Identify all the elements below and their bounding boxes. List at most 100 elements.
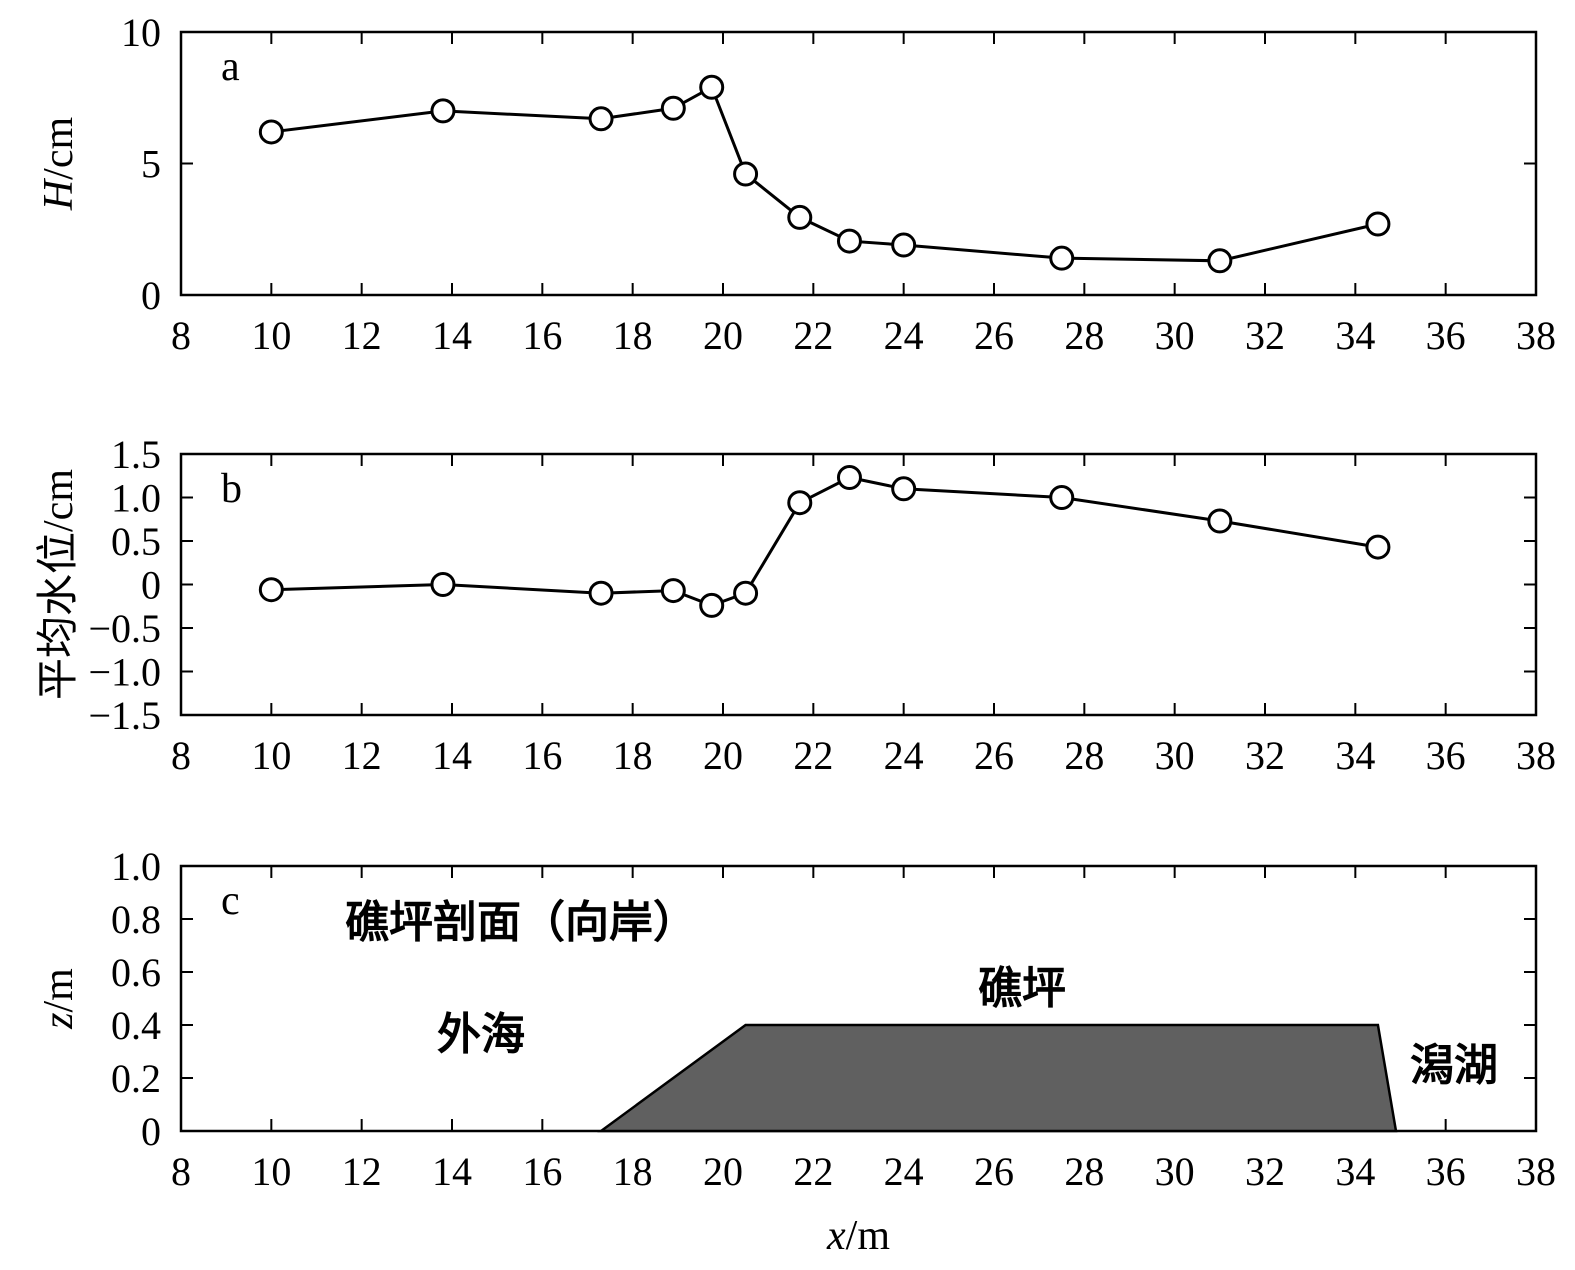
x-tick-label: 30: [1155, 313, 1195, 358]
data-point: [1365, 534, 1391, 560]
y-tick-label: 5: [141, 142, 161, 187]
y-tick-label: 0.2: [111, 1056, 161, 1101]
x-tick-label: 32: [1245, 313, 1285, 358]
y-axis-label-unit: /cm: [36, 117, 82, 180]
data-point: [430, 98, 456, 124]
plot-frame: [179, 452, 1538, 717]
x-tick-label: 28: [1064, 313, 1104, 358]
y-tick-label: 1.0: [111, 476, 161, 521]
panel-letter: c: [221, 878, 240, 924]
x-tick-label: 26: [974, 1149, 1014, 1194]
x-tick-label: 30: [1155, 1149, 1195, 1194]
x-tick-label: 18: [613, 1149, 653, 1194]
y-tick-label: −1.0: [88, 650, 161, 695]
data-point: [1049, 485, 1075, 510]
x-tick-label: 20: [703, 1149, 743, 1194]
x-tick-label: 28: [1064, 733, 1104, 778]
series-line: [271, 475, 1379, 607]
x-tick-label: 34: [1335, 313, 1375, 358]
data-point: [1207, 508, 1233, 534]
x-tick-label: 16: [522, 313, 562, 358]
x-axis-label: x/m: [826, 1213, 890, 1259]
x-tick-label: 26: [974, 313, 1014, 358]
y-tick-label: 1.0: [111, 844, 161, 889]
reef-flat-label: 礁坪: [978, 963, 1066, 1014]
data-point: [660, 578, 686, 604]
x-tick-label: 32: [1245, 1149, 1285, 1194]
data-point: [660, 95, 686, 121]
data-point: [787, 204, 813, 230]
x-tick-label: 38: [1516, 313, 1556, 358]
y-tick-label: 0.4: [111, 1003, 161, 1048]
y-axis-label: z/m: [36, 968, 82, 1030]
x-tick-label: 18: [613, 733, 653, 778]
data-point: [1365, 211, 1391, 237]
x-tick-label: 10: [251, 1149, 291, 1194]
y-axis-label: 平均水位/cm: [35, 469, 82, 700]
x-tick-label: 10: [251, 733, 291, 778]
x-tick-label: 12: [342, 1149, 382, 1194]
x-tick-label: 12: [342, 313, 382, 358]
x-tick-label: 22: [793, 313, 833, 358]
profile-title: 礁坪剖面（向岸）: [345, 897, 697, 948]
data-point: [891, 232, 917, 258]
lagoon-label: 潟湖: [1410, 1040, 1498, 1091]
panel-letter: a: [221, 44, 240, 90]
x-tick-label: 38: [1516, 733, 1556, 778]
plot-frame: [179, 30, 1538, 297]
x-tick-label: 12: [342, 733, 382, 778]
x-tick-label: 8: [171, 1149, 191, 1194]
y-axis-label-symbol: z: [36, 1012, 82, 1029]
x-tick-label: 34: [1335, 733, 1375, 778]
x-axis-label-unit: /m: [846, 1213, 891, 1259]
x-tick-label: 16: [522, 1149, 562, 1194]
x-tick-label: 24: [884, 313, 924, 358]
x-axis-label-symbol: x: [826, 1213, 846, 1259]
x-tick-label: 8: [171, 733, 191, 778]
data-point: [588, 106, 614, 132]
data-point: [836, 464, 862, 490]
offshore-label: 外海: [437, 1009, 525, 1060]
data-point: [1207, 248, 1233, 274]
y-tick-label: 0: [141, 273, 161, 318]
x-tick-label: 16: [522, 733, 562, 778]
x-tick-label: 26: [974, 733, 1014, 778]
data-point: [733, 161, 759, 187]
data-point: [733, 580, 759, 606]
y-tick-label: 0.5: [111, 519, 161, 564]
y-tick-label: 0.8: [111, 897, 161, 942]
x-tick-label: 34: [1335, 1149, 1375, 1194]
x-tick-label: 32: [1245, 733, 1285, 778]
data-point: [836, 228, 862, 254]
chart-panel-c: 8 10 12 14 16 18 20 22 24 26 28 30 32 34 36 38 0 0.2 0.4 0.…: [36, 844, 1556, 1259]
y-axis-label-symbol: H: [36, 177, 82, 211]
data-point: [699, 592, 725, 618]
x-tick-label: 14: [432, 1149, 472, 1194]
x-tick-label: 22: [793, 733, 833, 778]
x-tick-label: 28: [1064, 1149, 1104, 1194]
x-tick-label: 22: [793, 1149, 833, 1194]
x-tick-label: 18: [613, 313, 653, 358]
y-tick-label: 0: [141, 563, 161, 608]
y-axis-label: H/cm: [36, 117, 82, 212]
x-tick-label: 10: [251, 313, 291, 358]
series-line: [271, 85, 1379, 263]
y-tick-label: 0.6: [111, 950, 161, 995]
chart-panel-b: 8 10 12 14 16 18 20 22 24 26 28 30 32 34 36 38 1.51.00.5…: [35, 432, 1556, 778]
y-tick-label: 10: [121, 10, 161, 55]
x-tick-label: 36: [1426, 1149, 1466, 1194]
x-tick-label: 20: [703, 733, 743, 778]
y-tick-label: −1.5: [88, 693, 161, 738]
x-tick-label: 24: [884, 1149, 924, 1194]
x-tick-label: 36: [1426, 733, 1466, 778]
data-point: [1049, 245, 1075, 271]
y-axis-label-unit: /m: [36, 968, 82, 1013]
y-tick-label: −0.5: [88, 606, 161, 651]
x-tick-label: 30: [1155, 733, 1195, 778]
y-tick-label: 0: [141, 1109, 161, 1154]
x-tick-label: 24: [884, 733, 924, 778]
x-tick-label: 8: [171, 313, 191, 358]
y-tick-label: 1.5: [111, 432, 161, 477]
